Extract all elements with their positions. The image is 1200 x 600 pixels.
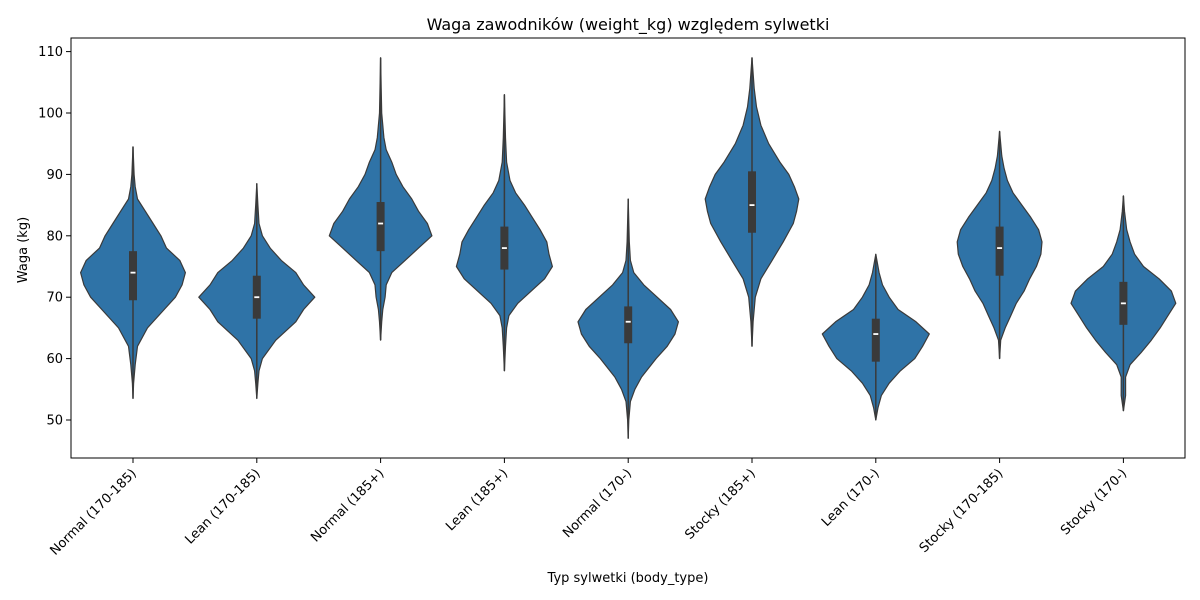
y-tick-label: 70 bbox=[46, 291, 63, 306]
x-axis: Normal (170-185) Lean (170-185) Normal (18… bbox=[47, 458, 1130, 559]
y-tick-label: 100 bbox=[38, 107, 63, 122]
x-tick-label: Normal (170-) bbox=[560, 466, 635, 541]
y-tick-label: 90 bbox=[46, 168, 63, 183]
x-tick-label: Normal (185+) bbox=[308, 466, 387, 545]
x-tick-label: Stocky (170-185) bbox=[917, 466, 1007, 556]
y-tick-label: 80 bbox=[46, 229, 63, 244]
y-tick-label: 50 bbox=[46, 414, 63, 429]
y-axis: 50 60 70 80 90 100 110 bbox=[38, 45, 71, 429]
x-tick-label: Normal (170-185) bbox=[47, 466, 139, 558]
x-tick-label: Lean (170-) bbox=[819, 466, 883, 530]
x-tick-label: Lean (185+) bbox=[443, 466, 511, 534]
plot-area bbox=[80, 57, 1177, 439]
violin-iqr-box bbox=[995, 226, 1004, 276]
violin-iqr-box bbox=[624, 306, 633, 344]
violin-iqr-box bbox=[871, 318, 880, 362]
x-tick-label: Stocky (185+) bbox=[682, 466, 759, 543]
violin-iqr-box bbox=[376, 202, 385, 252]
violin-iqr-box bbox=[748, 171, 756, 233]
x-tick-label: Lean (170-185) bbox=[182, 466, 263, 547]
y-axis-label: Waga (kg) bbox=[16, 217, 31, 283]
y-tick-label: 60 bbox=[46, 352, 63, 367]
x-tick-label: Stocky (170-) bbox=[1058, 466, 1130, 538]
y-tick-label: 110 bbox=[38, 45, 63, 60]
violin-iqr-box bbox=[129, 251, 137, 301]
chart-title: Waga zawodników (weight_kg) względem syl… bbox=[427, 15, 830, 35]
x-axis-label: Typ sylwetki (body_type) bbox=[547, 571, 709, 586]
